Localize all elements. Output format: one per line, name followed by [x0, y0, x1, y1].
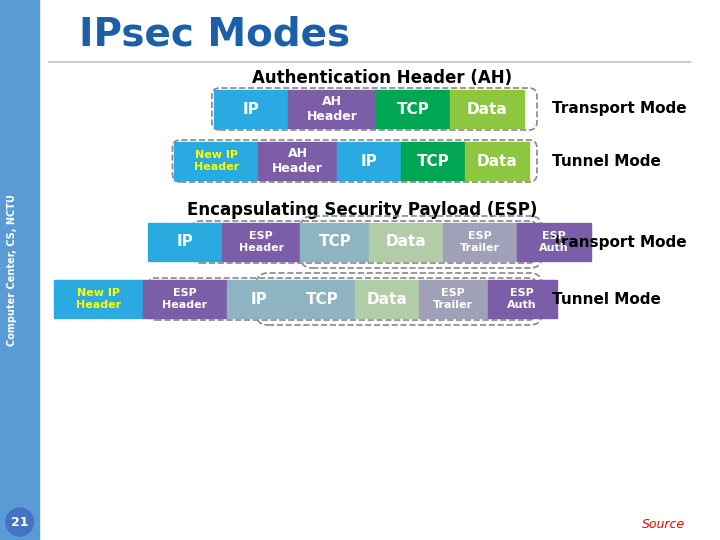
- Text: 21: 21: [11, 516, 29, 529]
- Bar: [291, 280, 355, 318]
- Bar: [419, 280, 487, 318]
- Text: IP: IP: [361, 153, 377, 168]
- Bar: [517, 223, 591, 261]
- Text: Tunnel Mode: Tunnel Mode: [552, 292, 661, 307]
- Bar: [450, 90, 524, 128]
- Bar: [258, 142, 337, 180]
- Text: TCP: TCP: [306, 292, 339, 307]
- Text: IPsec Modes: IPsec Modes: [78, 16, 350, 54]
- Text: Data: Data: [386, 234, 427, 249]
- Bar: [337, 142, 401, 180]
- Text: ESP
Auth: ESP Auth: [539, 231, 569, 253]
- Bar: [227, 280, 291, 318]
- Bar: [0, 0, 40, 540]
- Text: IP: IP: [251, 292, 267, 307]
- Bar: [377, 90, 450, 128]
- Text: TCP: TCP: [319, 234, 351, 249]
- Bar: [143, 280, 227, 318]
- Text: ESP
Auth: ESP Auth: [508, 288, 537, 310]
- Bar: [174, 142, 258, 180]
- Text: TCP: TCP: [397, 102, 430, 117]
- Bar: [369, 223, 444, 261]
- Text: ESP
Header: ESP Header: [162, 288, 207, 310]
- Text: Transport Mode: Transport Mode: [552, 102, 686, 117]
- Bar: [288, 90, 377, 128]
- Circle shape: [6, 508, 34, 536]
- Text: New IP
Header: New IP Header: [76, 288, 121, 310]
- Text: ESP
Trailer: ESP Trailer: [460, 231, 500, 253]
- Text: Data: Data: [467, 102, 508, 117]
- Text: IP: IP: [243, 102, 259, 117]
- Text: TCP: TCP: [417, 153, 449, 168]
- Text: Data: Data: [366, 292, 407, 307]
- Text: Data: Data: [477, 153, 518, 168]
- Text: Tunnel Mode: Tunnel Mode: [552, 153, 661, 168]
- Bar: [444, 223, 517, 261]
- Bar: [355, 280, 419, 318]
- Text: IP: IP: [176, 234, 193, 249]
- Text: ESP
Header: ESP Header: [238, 231, 284, 253]
- Bar: [222, 223, 300, 261]
- Text: Transport Mode: Transport Mode: [552, 234, 686, 249]
- Text: New IP
Header: New IP Header: [194, 150, 239, 172]
- Bar: [487, 280, 557, 318]
- Text: Computer Center, CS, NCTU: Computer Center, CS, NCTU: [6, 194, 17, 346]
- Bar: [300, 223, 369, 261]
- Text: Encapsulating Security Payload (ESP): Encapsulating Security Payload (ESP): [187, 201, 538, 219]
- Bar: [54, 280, 143, 318]
- Bar: [148, 223, 222, 261]
- Text: AH
Header: AH Header: [307, 95, 357, 123]
- Bar: [401, 142, 465, 180]
- Text: AH
Header: AH Header: [272, 147, 323, 175]
- Text: Source: Source: [642, 518, 685, 531]
- Bar: [465, 142, 529, 180]
- Text: Authentication Header (AH): Authentication Header (AH): [252, 69, 513, 87]
- Text: ESP
Trailer: ESP Trailer: [433, 288, 473, 310]
- Bar: [214, 90, 288, 128]
